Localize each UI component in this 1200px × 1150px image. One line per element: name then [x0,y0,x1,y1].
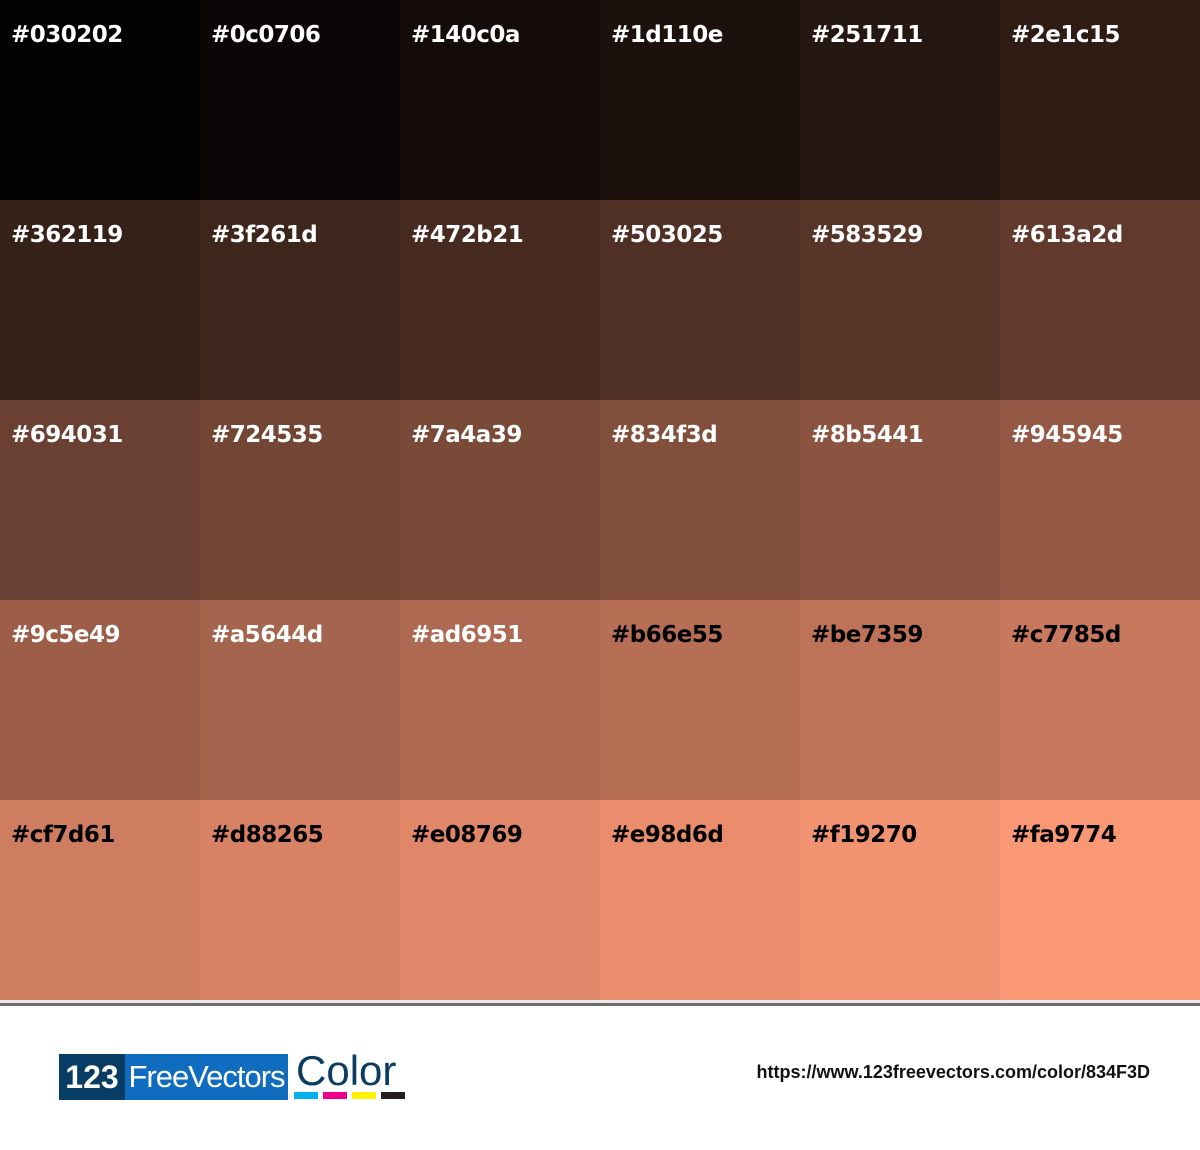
color-swatch[interactable]: #ad6951 [400,600,600,800]
logo-freevectors: FreeVectors [125,1054,288,1100]
color-swatch[interactable]: #1d110e [600,0,800,200]
color-swatch[interactable]: #8b5441 [800,400,1000,600]
swatch-hex-label: #fa9774 [1011,822,1117,848]
swatch-hex-label: #d88265 [211,822,324,848]
swatch-hex-label: #583529 [811,222,923,248]
color-swatch[interactable]: #e98d6d [600,800,800,1000]
logo-color: Color [294,1047,405,1100]
logo-cmyk-bars [294,1092,405,1099]
swatch-hex-label: #2e1c15 [1011,22,1121,48]
color-swatch[interactable]: #613a2d [1000,200,1200,400]
swatch-hex-label: #694031 [11,422,123,448]
swatch-hex-label: #ad6951 [411,622,523,648]
swatch-hex-label: #251711 [811,22,923,48]
swatch-hex-label: #3f261d [211,222,318,248]
color-swatch[interactable]: #cf7d61 [0,800,200,1000]
swatch-hex-label: #7a4a39 [411,422,522,448]
color-swatch[interactable]: #140c0a [400,0,600,200]
swatch-hex-label: #b66e55 [611,622,723,648]
swatch-hex-label: #8b5441 [811,422,924,448]
color-swatch[interactable]: #e08769 [400,800,600,1000]
swatch-hex-label: #e08769 [411,822,523,848]
color-swatch[interactable]: #a5644d [200,600,400,800]
swatch-hex-label: #362119 [11,222,123,248]
swatch-hex-label: #9c5e49 [11,622,121,648]
logo-color-bar [294,1092,318,1099]
color-swatch[interactable]: #472b21 [400,200,600,400]
logo-123: 123 [59,1054,125,1100]
logo-color-bar [381,1092,405,1099]
swatch-hex-label: #e98d6d [611,822,724,848]
color-swatch[interactable]: #694031 [0,400,200,600]
color-swatch[interactable]: #f19270 [800,800,1000,1000]
color-swatch-grid: #030202 #0c0706 #140c0a #1d110e #251711 #2e1c… [0,0,1200,1000]
color-swatch[interactable]: #251711 [800,0,1000,200]
color-swatch[interactable]: #030202 [0,0,200,200]
color-swatch[interactable]: #9c5e49 [0,600,200,800]
color-swatch[interactable]: #c7785d [1000,600,1200,800]
swatch-hex-label: #503025 [611,222,723,248]
color-swatch[interactable]: #945945 [1000,400,1200,600]
swatch-hex-label: #140c0a [411,22,520,48]
color-swatch[interactable]: #7a4a39 [400,400,600,600]
swatch-hex-label: #030202 [11,22,123,48]
swatch-hex-label: #724535 [211,422,323,448]
swatch-hex-label: #f19270 [811,822,917,848]
divider-light [0,1000,1200,1003]
site-logo[interactable]: 123 FreeVectors Color [59,1047,405,1100]
page-url[interactable]: https://www.123freevectors.com/color/834… [756,1062,1150,1082]
color-swatch[interactable]: #fa9774 [1000,800,1200,1000]
color-swatch[interactable]: #724535 [200,400,400,600]
swatch-hex-label: #be7359 [811,622,923,648]
color-swatch[interactable]: #834f3d [600,400,800,600]
swatch-hex-label: #0c0706 [211,22,321,48]
swatch-hex-label: #a5644d [211,622,323,648]
swatch-hex-label: #1d110e [611,22,723,48]
swatch-hex-label: #472b21 [411,222,524,248]
color-swatch[interactable]: #583529 [800,200,1000,400]
color-swatch[interactable]: #d88265 [200,800,400,1000]
logo-color-bar [323,1092,347,1099]
swatch-hex-label: #cf7d61 [11,822,115,848]
color-swatch[interactable]: #2e1c15 [1000,0,1200,200]
logo-color-text: Color [296,1047,397,1094]
swatch-hex-label: #613a2d [1011,222,1123,248]
swatch-hex-label: #c7785d [1011,622,1121,648]
color-swatch[interactable]: #362119 [0,200,200,400]
color-swatch[interactable]: #b66e55 [600,600,800,800]
color-swatch[interactable]: #0c0706 [200,0,400,200]
color-swatch[interactable]: #be7359 [800,600,1000,800]
swatch-hex-label: #834f3d [611,422,718,448]
logo-color-bar [352,1092,376,1099]
swatch-hex-label: #945945 [1011,422,1123,448]
divider-dark [0,1003,1200,1006]
color-swatch[interactable]: #3f261d [200,200,400,400]
color-swatch[interactable]: #503025 [600,200,800,400]
